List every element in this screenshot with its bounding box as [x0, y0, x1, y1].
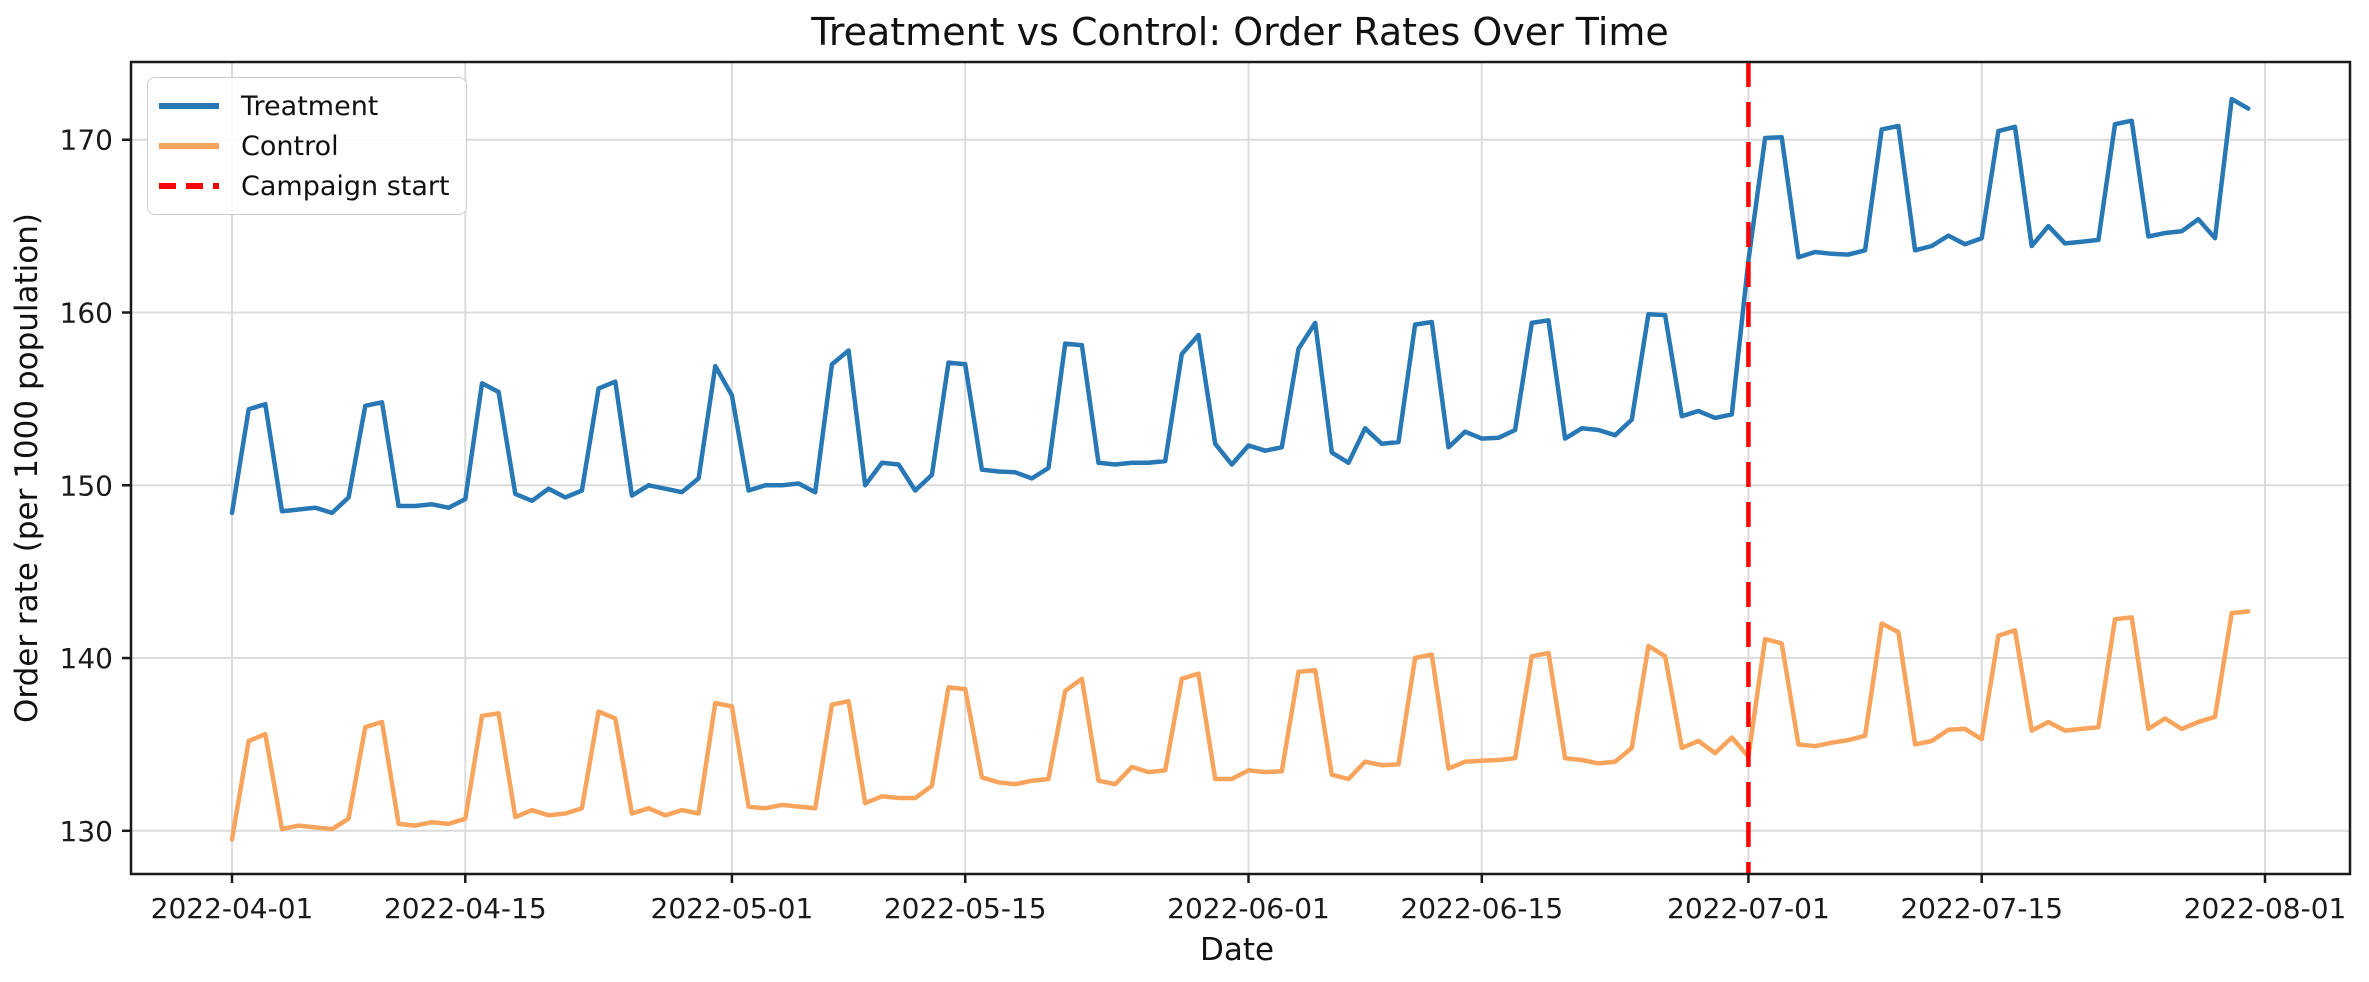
x-tick-label: 2022-05-01	[651, 892, 814, 925]
control-line-swatch-icon	[159, 143, 219, 149]
x-axis-label: Date	[1199, 932, 1275, 968]
control-line	[229, 609, 2251, 842]
x-tick-label: 2022-04-01	[151, 892, 314, 925]
x-tick-label: 2022-07-15	[1900, 892, 2063, 925]
legend-label-treatment: Treatment	[241, 90, 379, 122]
y-tick-label: 160	[60, 297, 113, 330]
plot-border	[129, 60, 2352, 876]
y-tick-label: 170	[60, 124, 113, 157]
legend-item-control: Control	[148, 126, 466, 166]
treatment-line	[229, 96, 2251, 516]
y-axis-label: Order rate (per 1000 population)	[9, 212, 45, 724]
y-tick-label: 130	[60, 815, 113, 848]
x-tick-label: 2022-08-01	[2184, 892, 2347, 925]
x-tick-label: 2022-07-01	[1667, 892, 1830, 925]
x-tick-label: 2022-05-15	[884, 892, 1047, 925]
treatment-line-swatch-icon	[159, 103, 219, 109]
x-tick-label: 2022-06-01	[1167, 892, 1330, 925]
chart-title: Treatment vs Control: Order Rates Over T…	[811, 10, 1669, 54]
legend-label-campaign-start: Campaign start	[241, 170, 450, 202]
campaign-start-dashed-swatch-icon	[159, 183, 219, 189]
y-tick-label: 150	[60, 469, 113, 502]
y-tick-label: 140	[60, 642, 113, 675]
legend: Treatment Control Campaign start	[147, 77, 467, 215]
legend-item-treatment: Treatment	[148, 86, 466, 126]
x-tick-label: 2022-04-15	[384, 892, 547, 925]
legend-label-control: Control	[241, 130, 339, 162]
legend-item-campaign-start: Campaign start	[148, 166, 466, 206]
x-tick-label: 2022-06-15	[1400, 892, 1563, 925]
